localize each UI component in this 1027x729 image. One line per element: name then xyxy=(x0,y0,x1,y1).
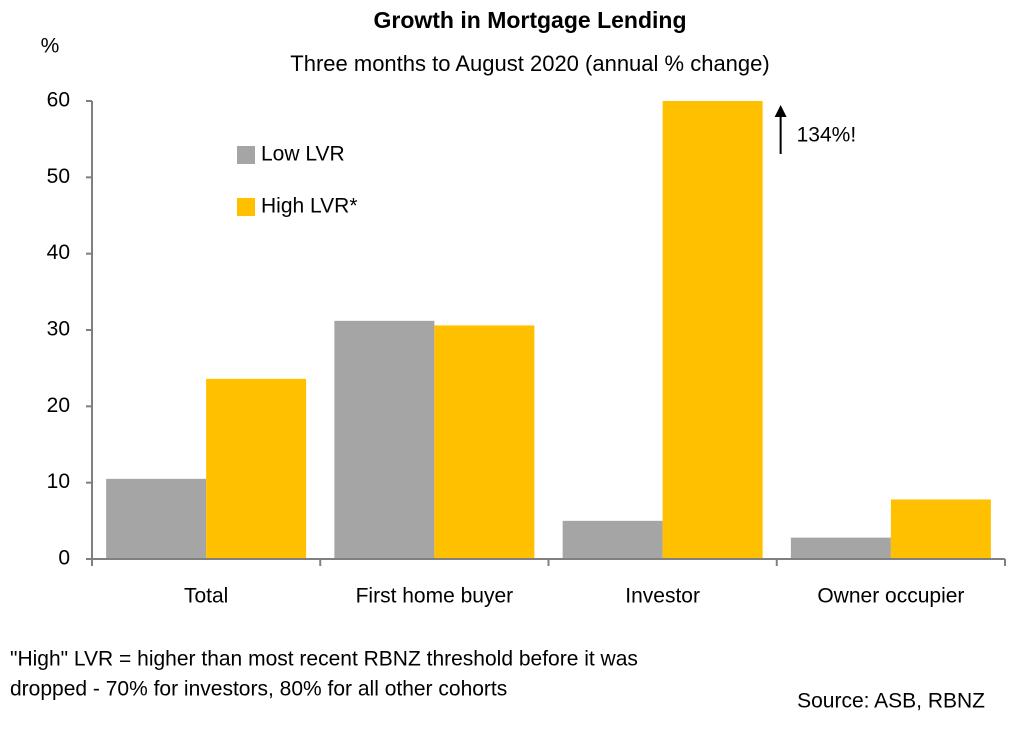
legend-swatch xyxy=(237,198,255,216)
y-tick-label: 50 xyxy=(47,165,70,188)
legend-swatch xyxy=(237,146,255,164)
y-tick-label: 0 xyxy=(58,547,70,570)
y-tick-label: 40 xyxy=(47,241,70,264)
bar xyxy=(562,520,663,559)
footnote: "High" LVR = higher than most recent RBN… xyxy=(10,648,638,671)
legend-label: High LVR* xyxy=(261,195,358,218)
bar xyxy=(434,325,535,559)
y-axis-label: % xyxy=(41,35,60,58)
bar xyxy=(790,537,891,559)
bar xyxy=(106,478,207,559)
x-tick-label: First home buyer xyxy=(356,585,514,608)
bar xyxy=(890,499,991,559)
footnote: dropped - 70% for investors, 80% for all… xyxy=(10,678,507,701)
legend-label: Low LVR xyxy=(261,143,345,166)
x-tick-label: Investor xyxy=(625,585,700,608)
y-tick-label: 20 xyxy=(47,394,70,417)
chart-subtitle: Three months to August 2020 (annual % ch… xyxy=(290,51,769,76)
x-tick-label: Total xyxy=(184,585,228,608)
value-label: 134%! xyxy=(797,124,857,147)
y-tick-label: 30 xyxy=(47,318,70,341)
bar xyxy=(206,378,307,559)
source: Source: ASB, RBNZ xyxy=(797,690,985,713)
y-tick-label: 10 xyxy=(47,470,70,493)
chart-title: Growth in Mortgage Lending xyxy=(373,7,686,33)
bar xyxy=(662,101,763,560)
x-tick-label: Owner occupier xyxy=(817,585,964,608)
y-tick-label: 60 xyxy=(47,89,70,112)
bar xyxy=(334,320,435,559)
annotation-arrowhead xyxy=(774,105,787,117)
